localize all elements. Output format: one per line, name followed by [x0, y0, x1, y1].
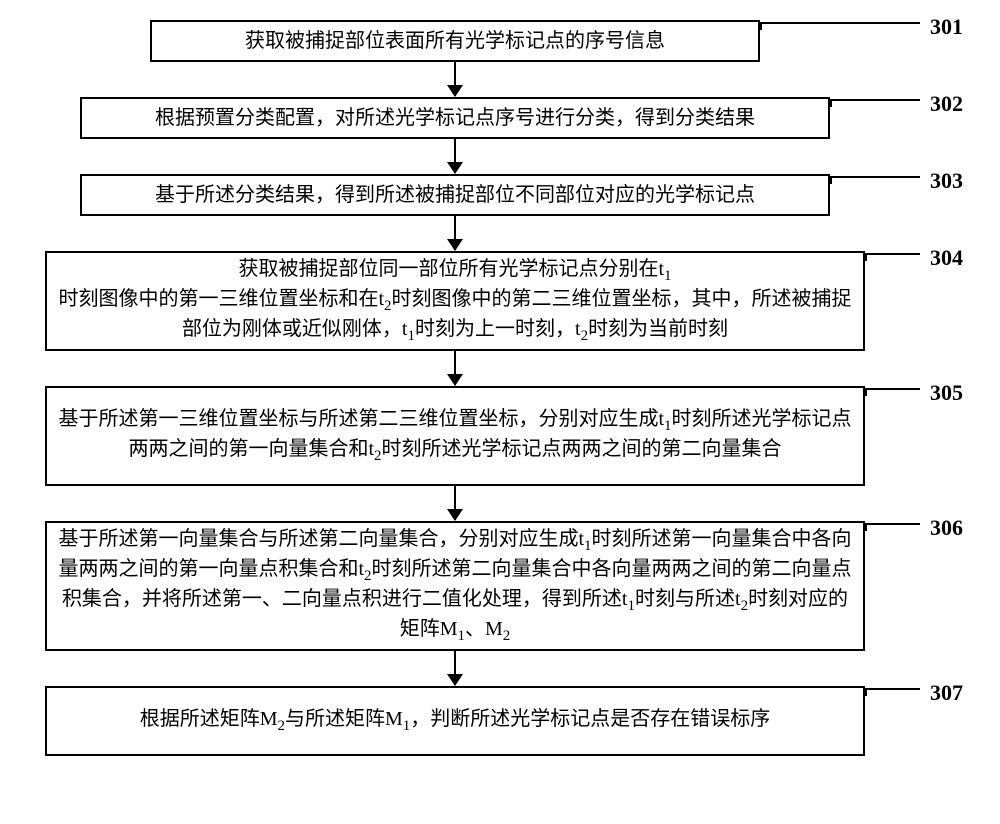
step-label-304: 304: [930, 245, 963, 271]
flow-arrow: [454, 62, 456, 96]
step-label-305: 305: [930, 380, 963, 406]
label-callout-drop: [865, 253, 867, 261]
label-callout-drop: [865, 688, 867, 696]
label-callout-drop: [865, 388, 867, 396]
flow-arrow: [454, 486, 456, 520]
flow-arrow: [454, 216, 456, 250]
flow-step-b2: 根据预置分类配置，对所述光学标记点序号进行分类，得到分类结果: [80, 97, 830, 139]
flow-step-text: 根据所述矩阵M2与所述矩阵M1，判断所述光学标记点是否存在错误标序: [140, 706, 771, 736]
label-callout-line: [830, 99, 920, 101]
label-callout-line: [830, 176, 920, 178]
label-callout-line: [760, 22, 920, 24]
label-callout-drop: [830, 99, 832, 107]
flow-step-b5: 基于所述第一三维位置坐标与所述第二三维位置坐标，分别对应生成t1时刻所述光学标记…: [45, 386, 865, 486]
label-callout-drop: [830, 176, 832, 184]
step-label-307: 307: [930, 680, 963, 706]
flow-step-text: 根据预置分类配置，对所述光学标记点序号进行分类，得到分类结果: [155, 105, 755, 132]
flow-step-b3: 基于所述分类结果，得到所述被捕捉部位不同部位对应的光学标记点: [80, 174, 830, 216]
label-callout-drop: [760, 22, 762, 30]
flow-step-text: 获取被捕捉部位同一部位所有光学标记点分别在t1时刻图像中的第一三维位置坐标和在t…: [57, 256, 853, 347]
flow-step-b6: 基于所述第一向量集合与所述第二向量集合，分别对应生成t1时刻所述第一向量集合中各…: [45, 521, 865, 651]
flow-step-b7: 根据所述矩阵M2与所述矩阵M1，判断所述光学标记点是否存在错误标序: [45, 686, 865, 756]
flow-step-text: 基于所述分类结果，得到所述被捕捉部位不同部位对应的光学标记点: [155, 182, 755, 209]
flow-step-text: 获取被捕捉部位表面所有光学标记点的序号信息: [245, 28, 665, 55]
flow-arrow: [454, 651, 456, 685]
flow-step-text: 基于所述第一三维位置坐标与所述第二三维位置坐标，分别对应生成t1时刻所述光学标记…: [57, 406, 853, 467]
label-callout-drop: [865, 523, 867, 531]
label-callout-line: [865, 688, 920, 690]
flow-step-text: 基于所述第一向量集合与所述第二向量集合，分别对应生成t1时刻所述第一向量集合中各…: [57, 526, 853, 647]
flow-arrow: [454, 351, 456, 385]
flow-step-b4: 获取被捕捉部位同一部位所有光学标记点分别在t1时刻图像中的第一三维位置坐标和在t…: [45, 251, 865, 351]
flow-arrow: [454, 139, 456, 173]
flowchart-canvas: 获取被捕捉部位表面所有光学标记点的序号信息根据预置分类配置，对所述光学标记点序号…: [0, 0, 1000, 824]
step-label-306: 306: [930, 515, 963, 541]
label-callout-line: [865, 253, 920, 255]
flow-step-b1: 获取被捕捉部位表面所有光学标记点的序号信息: [150, 20, 760, 62]
step-label-302: 302: [930, 91, 963, 117]
label-callout-line: [865, 388, 920, 390]
step-label-303: 303: [930, 168, 963, 194]
label-callout-line: [865, 523, 920, 525]
step-label-301: 301: [930, 14, 963, 40]
